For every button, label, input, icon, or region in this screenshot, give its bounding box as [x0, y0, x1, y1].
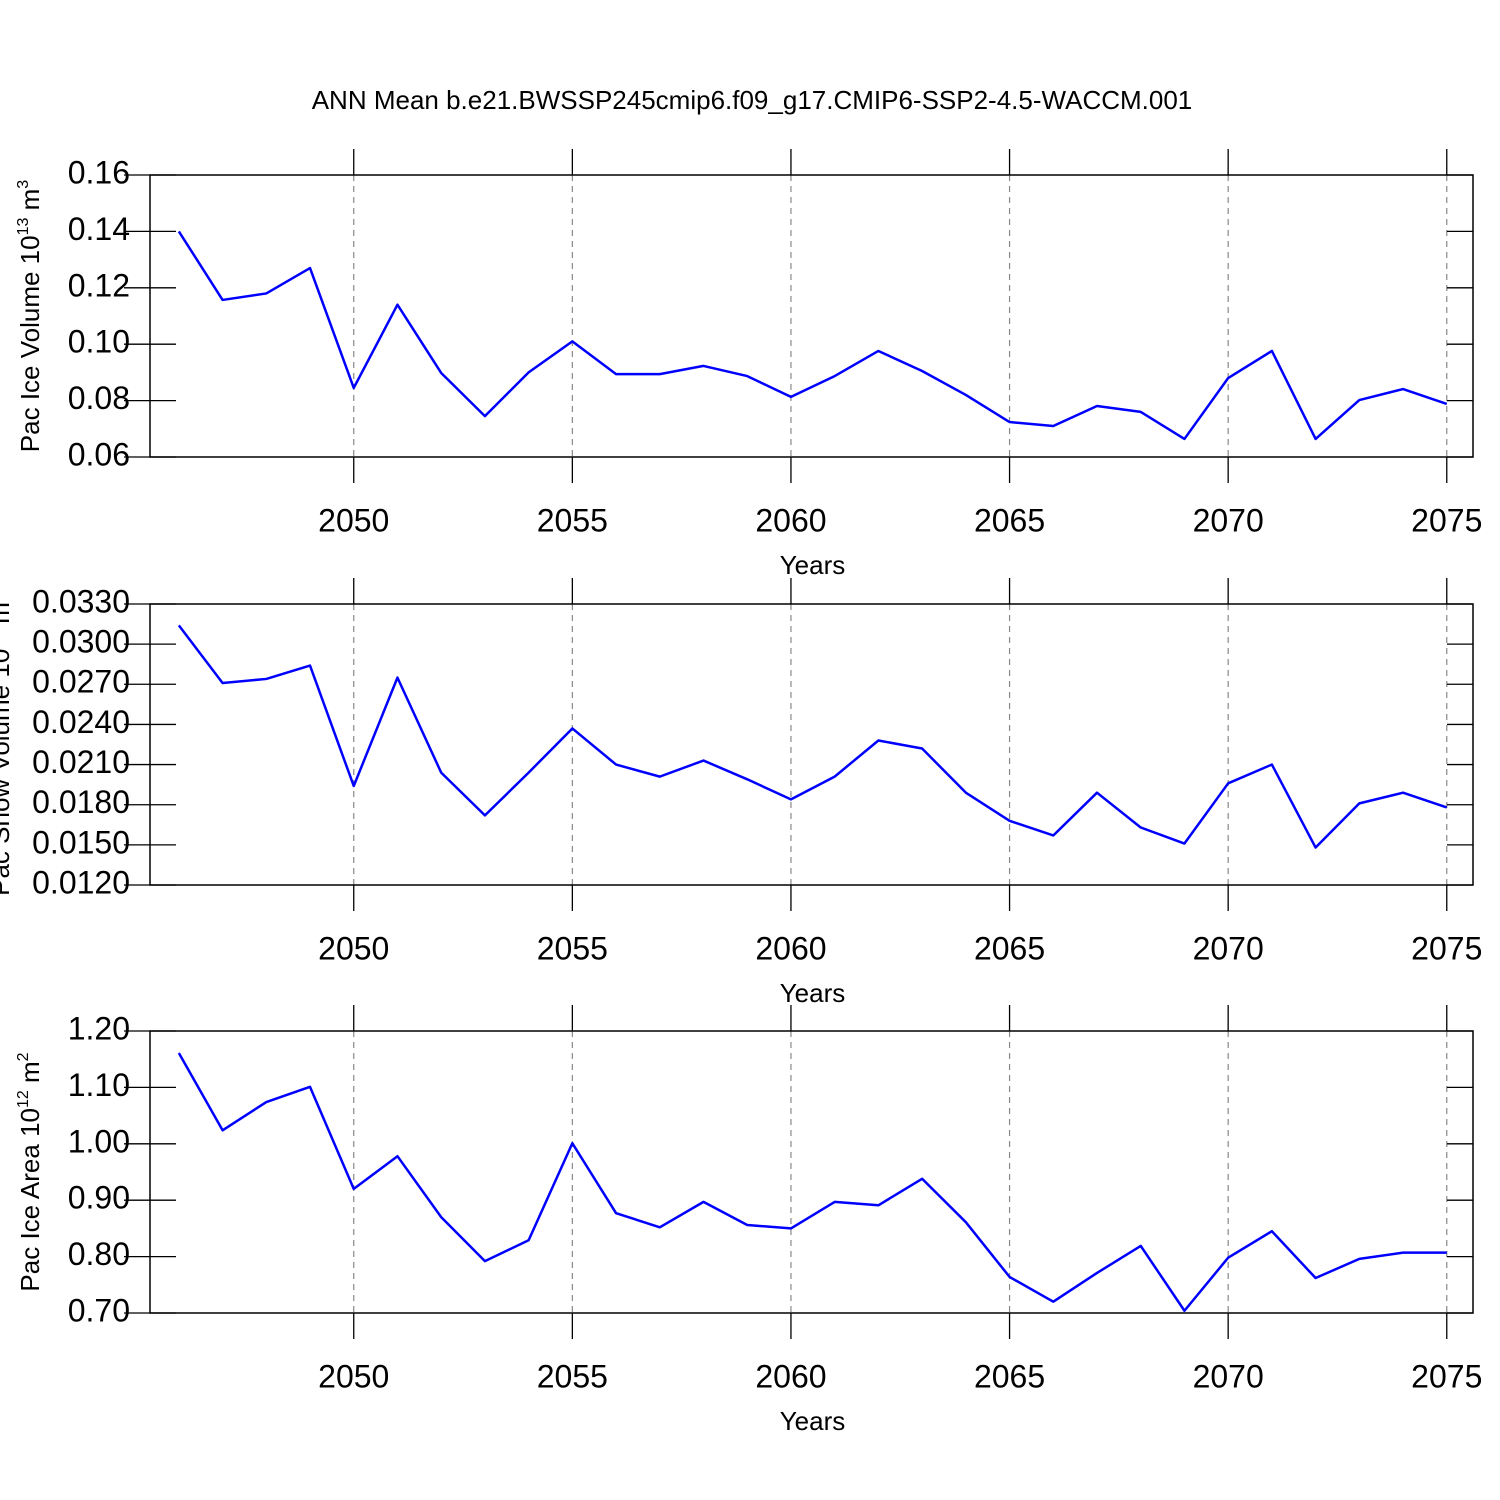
x-tick-label: 2050 [318, 1358, 389, 1394]
x-tick-label: 2055 [537, 930, 608, 966]
x-tick-label: 2065 [974, 1358, 1045, 1394]
x-tick-label: 2060 [755, 930, 826, 966]
y-tick-label: 0.10 [68, 324, 130, 360]
x-tick-label: 2060 [755, 502, 826, 538]
y-tick-label: 0.80 [68, 1236, 130, 1272]
y-axis-title: Pac Snow Volume 1013 m3 [0, 593, 15, 896]
y-axis-title-part: m [0, 602, 15, 631]
y-tick-label: 1.00 [68, 1123, 130, 1159]
x-tick-label: 2050 [318, 502, 389, 538]
y-tick-label: 0.12 [68, 267, 130, 303]
plot-frame [149, 603, 1474, 886]
y-axis-title-part: 2 [15, 1052, 32, 1061]
data-line [177, 624, 1448, 849]
y-tick-label: 0.14 [68, 211, 130, 247]
y-tick-label: 0.0300 [32, 624, 130, 660]
y-tick-label: 0.70 [68, 1292, 130, 1328]
plot-frame [149, 174, 1474, 458]
y-tick-label: 0.0120 [32, 864, 130, 900]
x-axis-title: Years [780, 1406, 846, 1436]
y-axis-title-part: m [15, 1061, 45, 1090]
y-axis-title: Pac Ice Volume 1013 m3 [15, 180, 45, 453]
y-tick-label: 1.20 [68, 1010, 130, 1046]
y-tick-label: 0.08 [68, 380, 130, 416]
x-tick-label: 2070 [1193, 930, 1264, 966]
data-line [177, 230, 1448, 441]
y-axis-title-part: 13 [0, 631, 2, 649]
x-tick-label: 2060 [755, 1358, 826, 1394]
figure-title: ANN Mean b.e21.BWSSP245cmip6.f09_g17.CMI… [312, 85, 1193, 115]
y-axis-title-part: 3 [15, 180, 32, 189]
y-axis-title-part: m [15, 189, 45, 218]
x-tick-label: 2075 [1411, 930, 1482, 966]
x-tick-label: 2075 [1411, 1358, 1482, 1394]
x-tick-label: 2055 [537, 502, 608, 538]
y-axis-title: Pac Ice Area 1012 m2 [15, 1052, 45, 1291]
x-tick-label: 2070 [1193, 1358, 1264, 1394]
x-tick-label: 2055 [537, 1358, 608, 1394]
y-tick-label: 0.0270 [32, 664, 130, 700]
x-tick-label: 2050 [318, 930, 389, 966]
y-tick-label: 0.0150 [32, 824, 130, 860]
y-tick-label: 0.0330 [32, 583, 130, 619]
x-axis-title: Years [780, 978, 846, 1008]
x-tick-label: 2065 [974, 502, 1045, 538]
y-tick-label: 0.16 [68, 154, 130, 190]
x-axis-title: Years [780, 550, 846, 580]
plot-frame [149, 1030, 1474, 1314]
y-axis-title-part: Pac Ice Volume 10 [15, 235, 45, 452]
y-axis-title-part: 13 [15, 217, 32, 235]
y-tick-label: 1.10 [68, 1067, 130, 1103]
x-tick-label: 2070 [1193, 502, 1264, 538]
x-tick-label: 2065 [974, 930, 1045, 966]
y-axis-title-part: 3 [0, 593, 2, 602]
y-axis-title-part: Pac Ice Area 10 [15, 1108, 45, 1292]
y-tick-label: 0.0180 [32, 784, 130, 820]
x-tick-label: 2075 [1411, 502, 1482, 538]
y-tick-label: 0.90 [68, 1180, 130, 1216]
y-tick-label: 0.0240 [32, 704, 130, 740]
y-axis-title-part: 12 [15, 1090, 32, 1108]
y-axis-title-part: Pac Snow Volume 10 [0, 649, 15, 896]
y-tick-label: 0.06 [68, 436, 130, 472]
data-line [177, 1052, 1447, 1312]
y-tick-label: 0.0210 [32, 744, 130, 780]
